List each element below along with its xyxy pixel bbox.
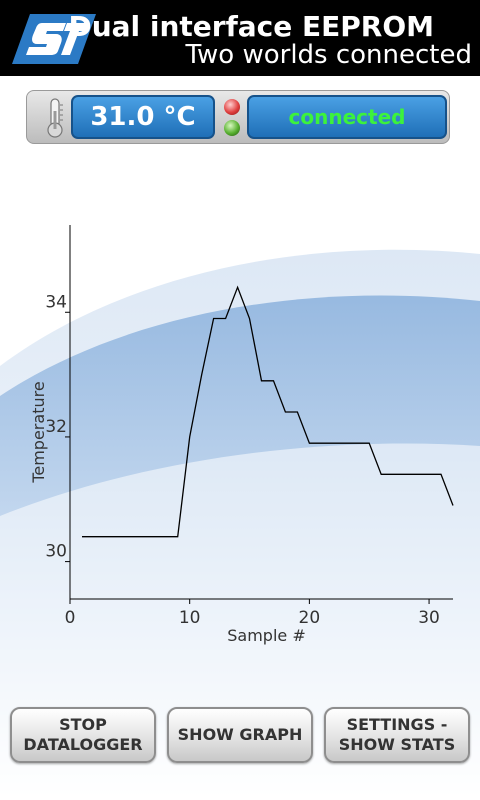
st-logo <box>12 14 96 64</box>
green-led-indicator <box>224 120 240 136</box>
y-tick-label: 30 <box>45 542 67 562</box>
status-panel: 31.0 °C connected <box>26 90 450 144</box>
show-graph-button[interactable]: SHOW GRAPH <box>167 707 313 763</box>
app-title: Dual interface EEPROM <box>68 10 434 43</box>
y-tick-label: 32 <box>45 417 67 437</box>
settings-show-stats-button[interactable]: SETTINGS - SHOW STATS <box>324 707 470 763</box>
y-tick-label: 34 <box>45 292 67 312</box>
x-tick-label: 20 <box>299 608 321 628</box>
x-tick-label: 30 <box>418 608 440 628</box>
connection-status: connected <box>247 95 447 139</box>
stop-datalogger-button[interactable]: STOP DATALOGGER <box>10 707 156 763</box>
red-led-indicator <box>224 99 240 115</box>
y-axis-label: Temperature <box>29 381 48 483</box>
temperature-series-line <box>82 285 454 538</box>
thermometer-icon <box>47 98 63 138</box>
x-tick-label: 0 <box>65 608 76 628</box>
x-axis-label: Sample # <box>227 626 305 645</box>
app-subtitle: Two worlds connected <box>185 40 472 70</box>
temperature-display: 31.0 °C <box>71 95 215 139</box>
temperature-chart: 30 32 34 0 10 20 30 Sample # Temperature <box>29 225 454 645</box>
x-tick-label: 10 <box>179 608 201 628</box>
app-header: Dual interface EEPROM Two worlds connect… <box>0 0 480 76</box>
